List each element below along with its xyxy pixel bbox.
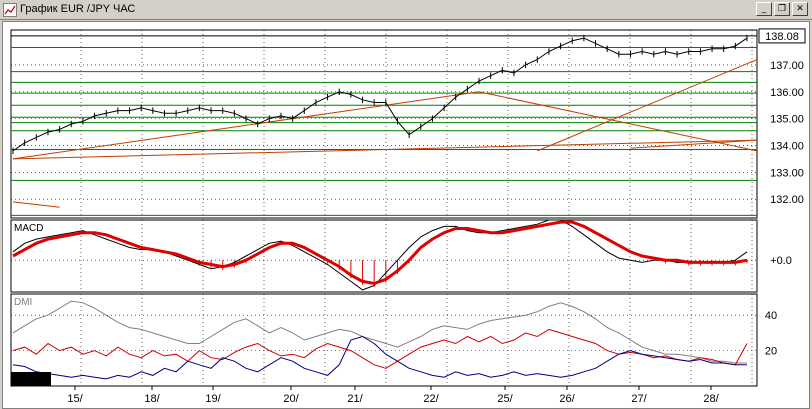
plus-di-line <box>12 328 748 369</box>
price-tick-label: 136.00 <box>770 87 804 99</box>
window-title: График EUR /JPY ЧАС <box>20 3 136 15</box>
restore-button[interactable]: ❐ <box>774 2 790 16</box>
x-tick-label: 21/ <box>347 393 363 405</box>
dmi-tick-label: 40 <box>765 310 777 322</box>
panel-frame-2 <box>10 293 758 387</box>
x-tick-label: 25/ <box>497 393 513 405</box>
price-tick-label: 133.00 <box>770 167 804 179</box>
chart-window-icon <box>3 3 17 17</box>
price-line <box>12 37 748 152</box>
dmi-tick-label: 20 <box>765 346 777 358</box>
minimize-button[interactable]: _ <box>756 2 772 16</box>
price-tick-label: 135.00 <box>770 114 804 126</box>
window-titlebar[interactable]: График EUR /JPY ЧАС _ ❐ ✕ <box>0 0 812 20</box>
x-tick-label: 26/ <box>559 393 575 405</box>
year-label-box <box>11 372 51 386</box>
panel-frame-0 <box>10 29 758 219</box>
macd-panel-title: MACD <box>14 223 43 234</box>
price-tick-label: 132.00 <box>770 194 804 206</box>
x-tick-label: 27/ <box>631 393 647 405</box>
trendline <box>630 139 758 149</box>
x-tick-label: 19/ <box>205 393 221 405</box>
last-price-label: 138.08 <box>765 31 799 43</box>
trendline <box>12 139 758 160</box>
macd-line <box>12 219 748 291</box>
macd-tick-label: +0.0 <box>770 255 792 267</box>
x-tick-label: 20/ <box>283 393 299 405</box>
trendline <box>12 201 60 208</box>
chart-area[interactable]: 132.00 133.00 134.00 135.00 136.00 137.00 138.… <box>2 21 810 409</box>
x-tick-label: 15/ <box>67 393 83 405</box>
x-tick-label: 18/ <box>144 393 160 405</box>
x-tick-label: 28/ <box>703 393 719 405</box>
trendline <box>537 59 758 152</box>
last-price-box <box>758 28 806 44</box>
price-tick-label: 137.00 <box>770 60 804 72</box>
x-tick-label: 22/ <box>423 393 439 405</box>
adx-line <box>12 300 747 364</box>
dmi-panel-title: DMI <box>14 297 32 308</box>
macd-signal-line <box>12 220 748 286</box>
trendline <box>12 91 480 160</box>
close-button[interactable]: ✕ <box>792 2 808 16</box>
minus-di-line <box>12 335 747 380</box>
price-tick-label: 134.00 <box>770 140 804 152</box>
chart-canvas[interactable]: 132.00 133.00 134.00 135.00 136.00 137.00 138.… <box>3 22 809 408</box>
year-label: 2013 <box>19 374 43 386</box>
